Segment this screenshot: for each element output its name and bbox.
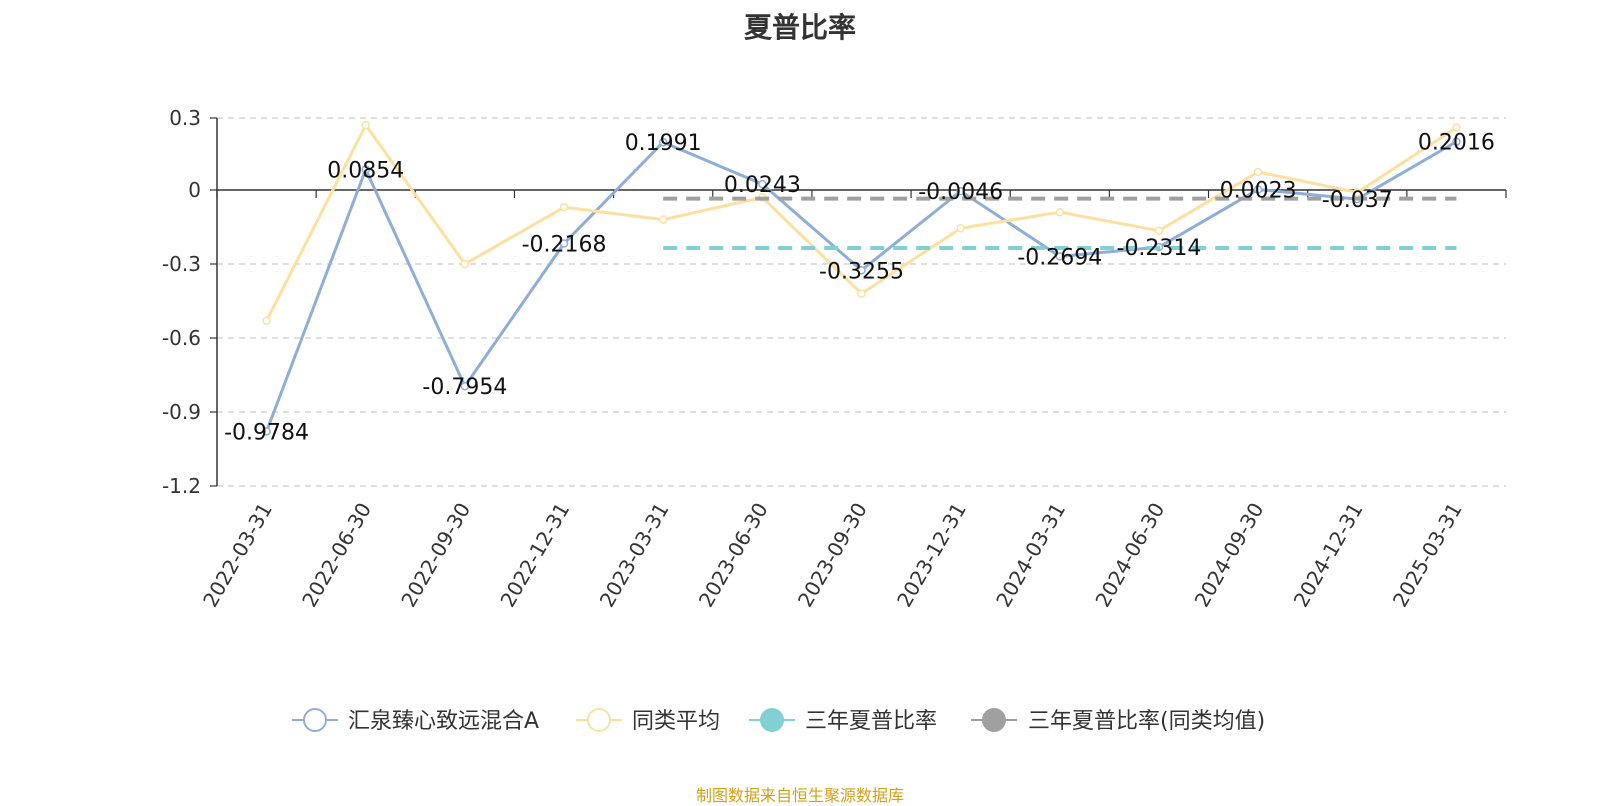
data-label: -0.3255 — [819, 259, 904, 284]
data-point — [460, 381, 470, 391]
legend-label: 同类平均 — [632, 709, 720, 734]
x-tick-label: 2022-03-31 — [198, 499, 277, 612]
data-label: -0.9784 — [224, 420, 309, 445]
data-label-layer: -0.9784 0.0854 -0.7954 -0.2168 0.1991 0.0243 -… — [224, 131, 1495, 446]
data-point — [956, 186, 965, 196]
data-source-note: 制图数据来自恒生聚源数据库 — [695, 786, 904, 805]
y-tick-label: -0.9 — [162, 400, 201, 424]
legend-marker — [760, 708, 784, 732]
y-tick-label: 0.3 — [169, 106, 201, 130]
data-point — [1353, 188, 1362, 197]
legend-label: 三年夏普比率 — [805, 709, 937, 734]
y-tick-label: -1.2 — [162, 474, 201, 498]
grid-layer — [217, 117, 1506, 487]
data-point — [857, 289, 866, 298]
x-tick-label: 2023-12-31 — [892, 498, 971, 611]
data-point — [1055, 252, 1065, 261]
data-label: 0.1991 — [625, 131, 702, 156]
x-tick-label: 2022-06-30 — [297, 499, 376, 612]
legend-item-2[interactable]: 三年夏普比率 — [749, 708, 937, 734]
x-tick-label: 2023-09-30 — [793, 499, 872, 612]
data-label: -0.0046 — [918, 180, 1003, 205]
x-tick-label: 2024-12-31 — [1289, 499, 1368, 612]
legend-marker — [303, 708, 327, 732]
data-point — [758, 179, 767, 189]
data-point — [361, 165, 370, 174]
data-point — [1253, 185, 1263, 194]
legend-marker — [587, 708, 611, 732]
data-label: -0.2168 — [522, 232, 607, 257]
x-tick-label: 2025-03-31 — [1388, 499, 1467, 612]
data-point — [559, 239, 569, 248]
data-label: 0.2016 — [1418, 131, 1495, 156]
legend[interactable]: 汇泉臻心致远混合A 同类平均 三年夏普比率 三年夏普比率(同类均值) — [292, 708, 1265, 734]
data-point — [1452, 137, 1461, 146]
data-point — [1452, 123, 1461, 132]
data-point — [460, 259, 470, 269]
series-layer — [262, 120, 1461, 436]
legend-item-0[interactable]: 汇泉臻心致远混合A — [292, 708, 539, 734]
x-tick-label: 2024-09-30 — [1190, 499, 1269, 612]
y-tick-label: -0.6 — [162, 326, 201, 350]
data-point — [1055, 207, 1065, 217]
chart-title: 夏普比率 — [743, 11, 856, 44]
data-label: -0.2314 — [1117, 236, 1202, 261]
x-tick-label: 2022-12-31 — [495, 499, 574, 612]
data-label: -0.2694 — [1017, 245, 1102, 270]
legend-label: 汇泉臻心致远混合A — [348, 709, 539, 734]
x-tick-label: 2023-06-30 — [694, 499, 773, 612]
data-point — [857, 266, 866, 275]
data-point — [559, 203, 569, 212]
x-tick-label: 2024-06-30 — [1090, 499, 1169, 612]
x-tick-label: 2022-09-30 — [396, 499, 475, 612]
legend-item-1[interactable]: 同类平均 — [576, 708, 720, 734]
data-label: 0.0243 — [724, 173, 801, 198]
data-point — [1253, 167, 1263, 177]
legend-label: 三年夏普比率(同类均值) — [1028, 709, 1265, 734]
y-tick-label: 0 — [188, 178, 201, 202]
data-point — [1154, 226, 1164, 235]
y-tick-label: -0.3 — [162, 252, 201, 276]
data-point — [956, 223, 965, 233]
data-point — [262, 427, 271, 436]
data-point — [262, 316, 271, 325]
data-point — [658, 215, 668, 224]
legend-item-3[interactable]: 三年夏普比率(同类均值) — [971, 708, 1265, 734]
data-point — [658, 137, 668, 147]
x-tick-label: 2023-03-31 — [595, 499, 674, 612]
legend-marker — [982, 708, 1006, 732]
data-label: -0.7954 — [422, 375, 507, 400]
data-label: 0.0023 — [1220, 178, 1297, 203]
data-label: -0.037 — [1322, 188, 1393, 213]
data-label: 0.0854 — [327, 159, 404, 184]
x-tick-label: 2024-03-31 — [991, 499, 1070, 612]
data-point — [361, 120, 370, 130]
